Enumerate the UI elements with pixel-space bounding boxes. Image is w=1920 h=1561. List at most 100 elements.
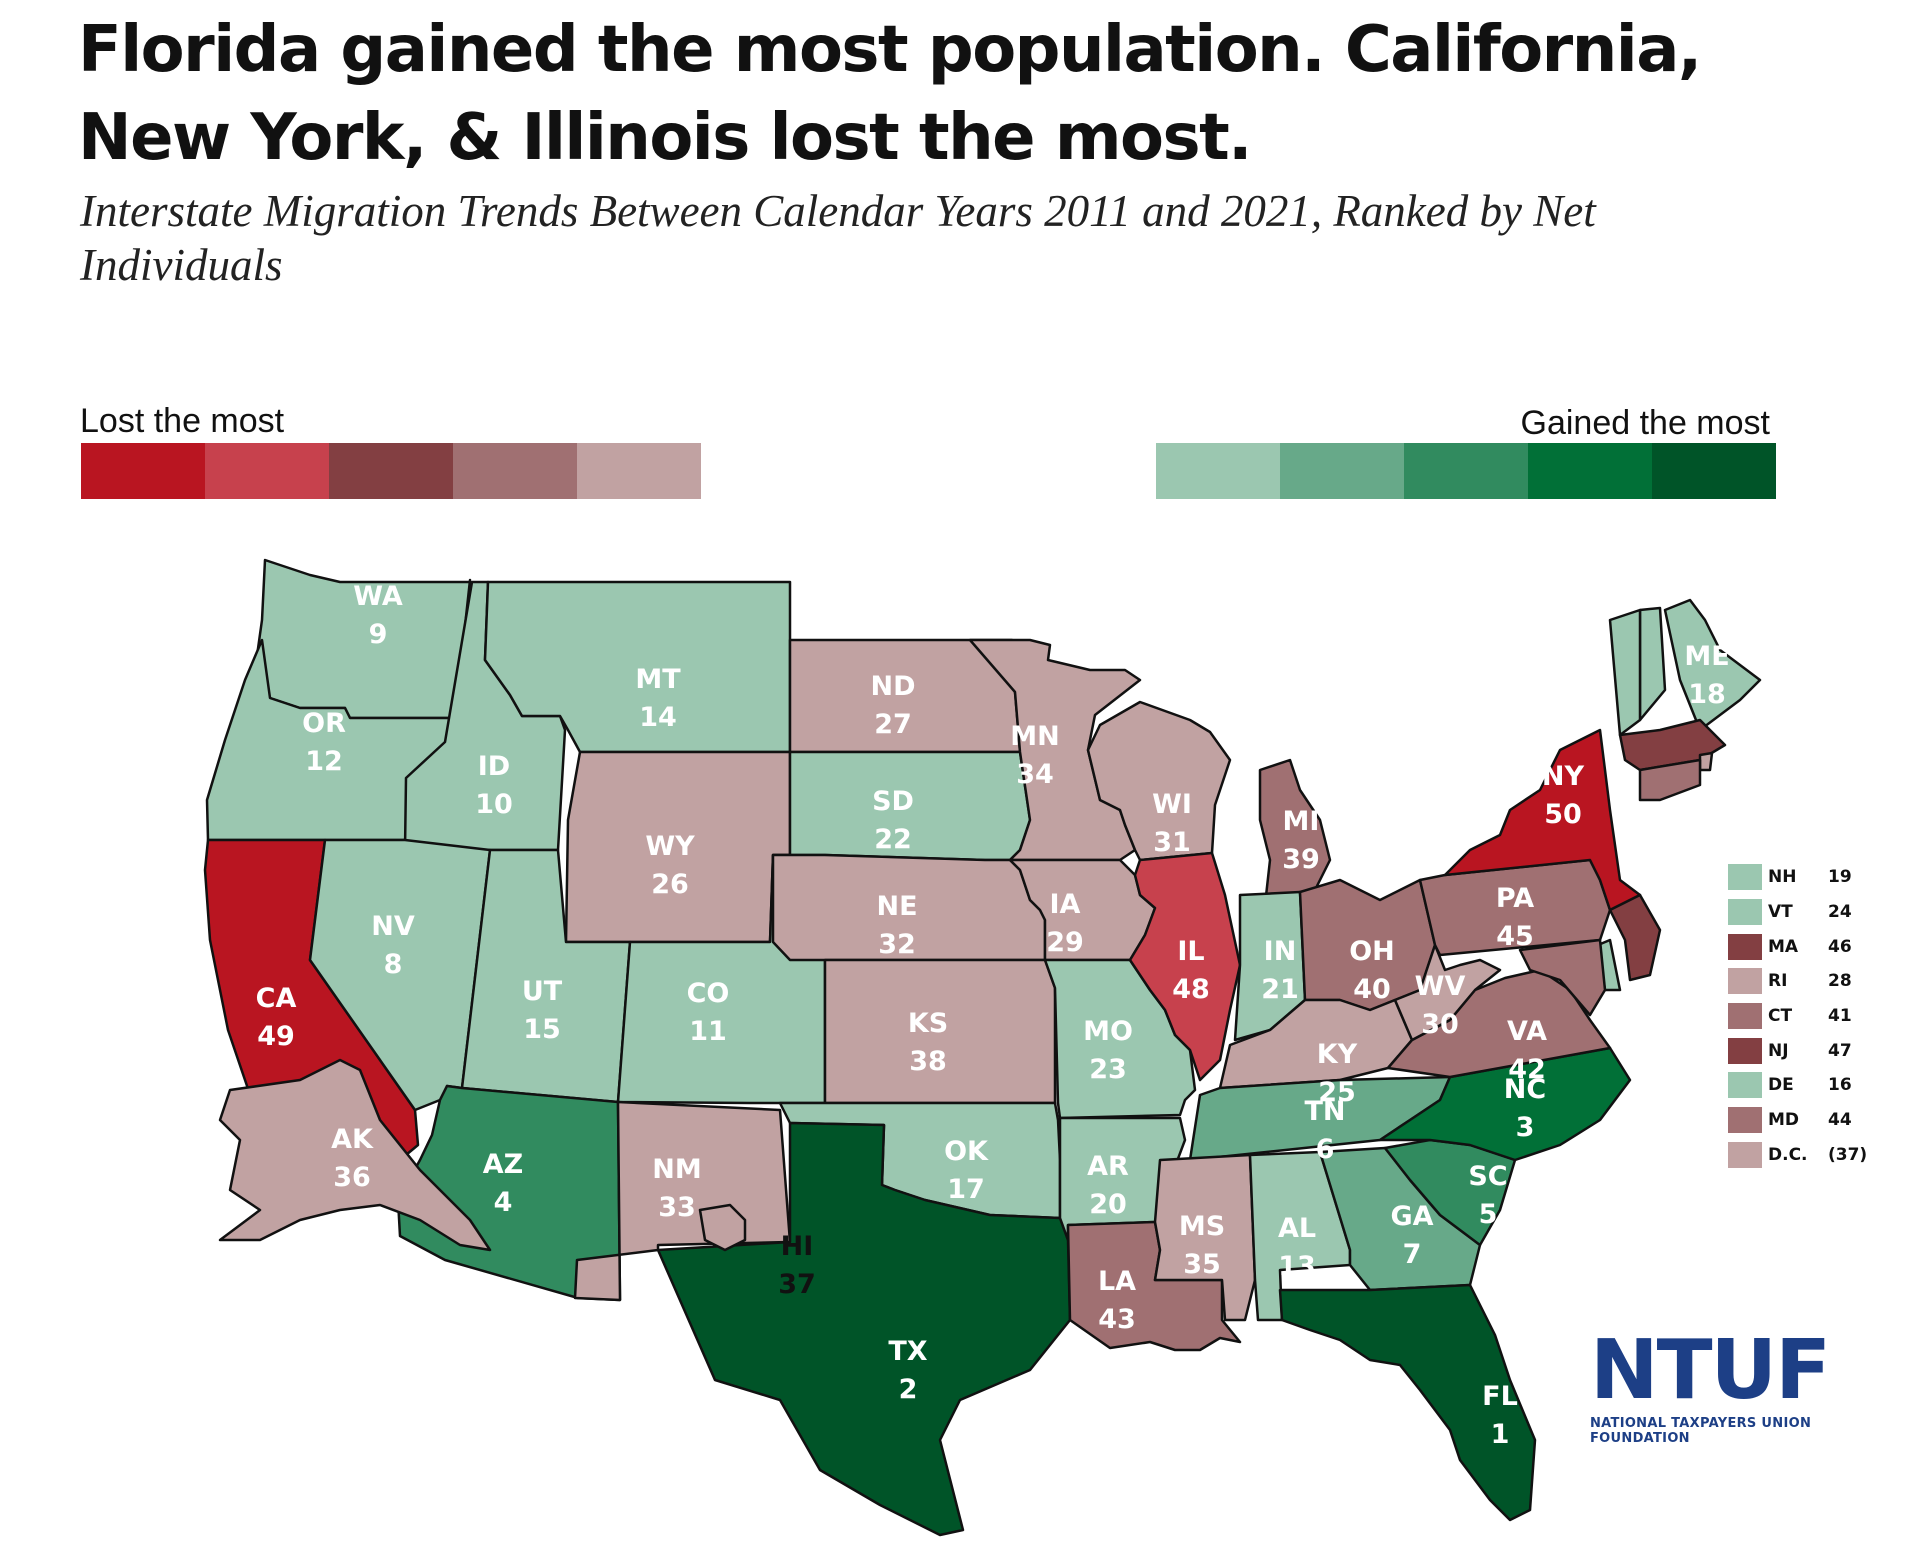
state-label-az: AZ 4: [483, 1149, 523, 1218]
state-rank-hi: 37: [778, 1269, 816, 1300]
state-label-ks: KS 38: [908, 1008, 948, 1077]
state-rank-mo: 23: [1089, 1054, 1127, 1085]
state-abbr-ia: IA: [1050, 889, 1081, 920]
state-rank-or: 12: [305, 746, 343, 777]
state-label-tx: TX 2: [888, 1336, 927, 1405]
small-state-swatch: [1728, 899, 1762, 926]
small-state-rank: 16: [1828, 1075, 1852, 1096]
state-abbr-nd: ND: [870, 671, 915, 702]
state-label-ut: UT 15: [522, 976, 563, 1045]
state-wv: [1393, 943, 1502, 1042]
legend-gained-label: Gained the most: [1520, 404, 1770, 442]
legend-lost-swatch-3: [329, 443, 453, 499]
state-ny: [1443, 728, 1642, 912]
state-rank-sd: 22: [874, 824, 912, 855]
small-state-rank: 46: [1828, 936, 1852, 957]
state-abbr-wa: WA: [353, 581, 403, 612]
state-abbr-tx: TX: [888, 1336, 927, 1367]
state-label-sd: SD 22: [872, 786, 914, 855]
small-state-abbr: NJ: [1768, 1040, 1789, 1061]
state-rank-wi: 31: [1153, 827, 1191, 858]
state-tx: [656, 1121, 1072, 1537]
state-abbr-wy: WY: [645, 831, 695, 862]
small-state-swatch: [1728, 864, 1762, 891]
legend-lost-swatch-4: [453, 443, 577, 499]
small-state-swatch: [1728, 1141, 1762, 1168]
state-label-ny: NY 50: [1542, 761, 1585, 830]
state-label-va: VA 42: [1507, 1016, 1547, 1085]
state-me: [1663, 598, 1762, 732]
state-abbr-mo: MO: [1083, 1016, 1133, 1047]
state-hi: [698, 1203, 747, 1252]
state-label-la: LA 43: [1098, 1266, 1136, 1335]
state-abbr-mi: MI: [1283, 806, 1320, 837]
small-state-row-de: DE 16: [1728, 1068, 1888, 1103]
small-state-row-ma: MA 46: [1728, 929, 1888, 964]
small-state-abbr: DE: [1768, 1075, 1794, 1096]
state-rank-ca: 49: [257, 1021, 295, 1052]
small-state-rank: 41: [1828, 1006, 1852, 1027]
state-rank-ak: 36: [333, 1162, 371, 1193]
state-fl: [1278, 1283, 1537, 1522]
state-rank-oh: 40: [1353, 974, 1391, 1005]
state-label-mo: MO 23: [1083, 1016, 1133, 1085]
legend-gained-swatch-5: [1652, 443, 1776, 499]
state-abbr-sd: SD: [872, 786, 914, 817]
state-il: [1128, 851, 1242, 1082]
state-rank-wy: 26: [651, 869, 689, 900]
state-rank-ut: 15: [523, 1014, 561, 1045]
state-label-nc: NC 3: [1504, 1074, 1546, 1143]
legend-lost-label: Lost the most: [80, 402, 285, 440]
state-rank-ga: 7: [1403, 1239, 1422, 1270]
state-abbr-me: ME: [1684, 641, 1729, 672]
state-abbr-pa: PA: [1496, 883, 1534, 914]
state-abbr-ca: CA: [256, 983, 297, 1014]
small-state-rank: 24: [1828, 902, 1852, 923]
state-label-il: IL 48: [1172, 936, 1210, 1005]
state-rank-nm: 33: [658, 1192, 696, 1223]
state-label-mt: MT 14: [635, 664, 681, 733]
state-label-ms: MS 35: [1179, 1211, 1225, 1280]
chart-subtitle: Interstate Migration Trends Between Cale…: [80, 186, 1596, 290]
state-rank-ok: 17: [947, 1174, 985, 1205]
small-state-abbr: MD: [1768, 1110, 1800, 1131]
state-label-nm: NM 33: [652, 1154, 701, 1223]
small-state-swatch: [1728, 1003, 1762, 1030]
legend-gained-scale: [1156, 443, 1776, 499]
state-rank-mn: 34: [1016, 759, 1054, 790]
state-ct: [1638, 758, 1702, 802]
small-state-abbr: VT: [1768, 902, 1793, 923]
chart-title: Florida gained the most population. Cali…: [78, 13, 1702, 175]
legend-gained-swatch-1: [1156, 443, 1280, 499]
state-abbr-in: IN: [1264, 936, 1297, 967]
state-label-ne: NE 32: [876, 891, 917, 960]
state-abbr-ms: MS: [1179, 1211, 1225, 1242]
state-rank-me: 18: [1688, 679, 1726, 710]
state-label-wv: WV 30: [1415, 971, 1466, 1040]
state-ri: [1698, 751, 1714, 772]
state-label-hi: HI 37: [778, 1231, 816, 1300]
small-state-abbr: MA: [1768, 936, 1799, 957]
state-label-wi: WI 31: [1152, 789, 1192, 858]
state-label-mi: MI 39: [1282, 806, 1320, 875]
state-rank-mi: 39: [1282, 844, 1320, 875]
state-label-ak: AK 36: [331, 1124, 374, 1193]
state-abbr-ut: UT: [522, 976, 563, 1007]
legend-gained-swatch-4: [1528, 443, 1652, 499]
state-rank-id: 10: [475, 789, 513, 820]
state-rank-ia: 29: [1046, 927, 1084, 958]
state-rank-ar: 20: [1089, 1189, 1127, 1220]
state-abbr-co: CO: [687, 978, 730, 1009]
state-abbr-ks: KS: [908, 1008, 948, 1039]
state-rank-co: 11: [689, 1016, 727, 1047]
state-rank-pa: 45: [1496, 921, 1534, 952]
state-label-wa: WA 9: [353, 581, 403, 650]
state-abbr-mn: MN: [1010, 721, 1059, 752]
state-wi: [1086, 700, 1232, 862]
state-mi: [1258, 758, 1332, 907]
state-label-fl: FL 1: [1482, 1381, 1518, 1450]
state-abbr-ny: NY: [1542, 761, 1585, 792]
state-label-or: OR 12: [302, 708, 346, 777]
small-state-abbr: D.C.: [1768, 1144, 1808, 1165]
state-label-nd: ND 27: [870, 671, 915, 740]
